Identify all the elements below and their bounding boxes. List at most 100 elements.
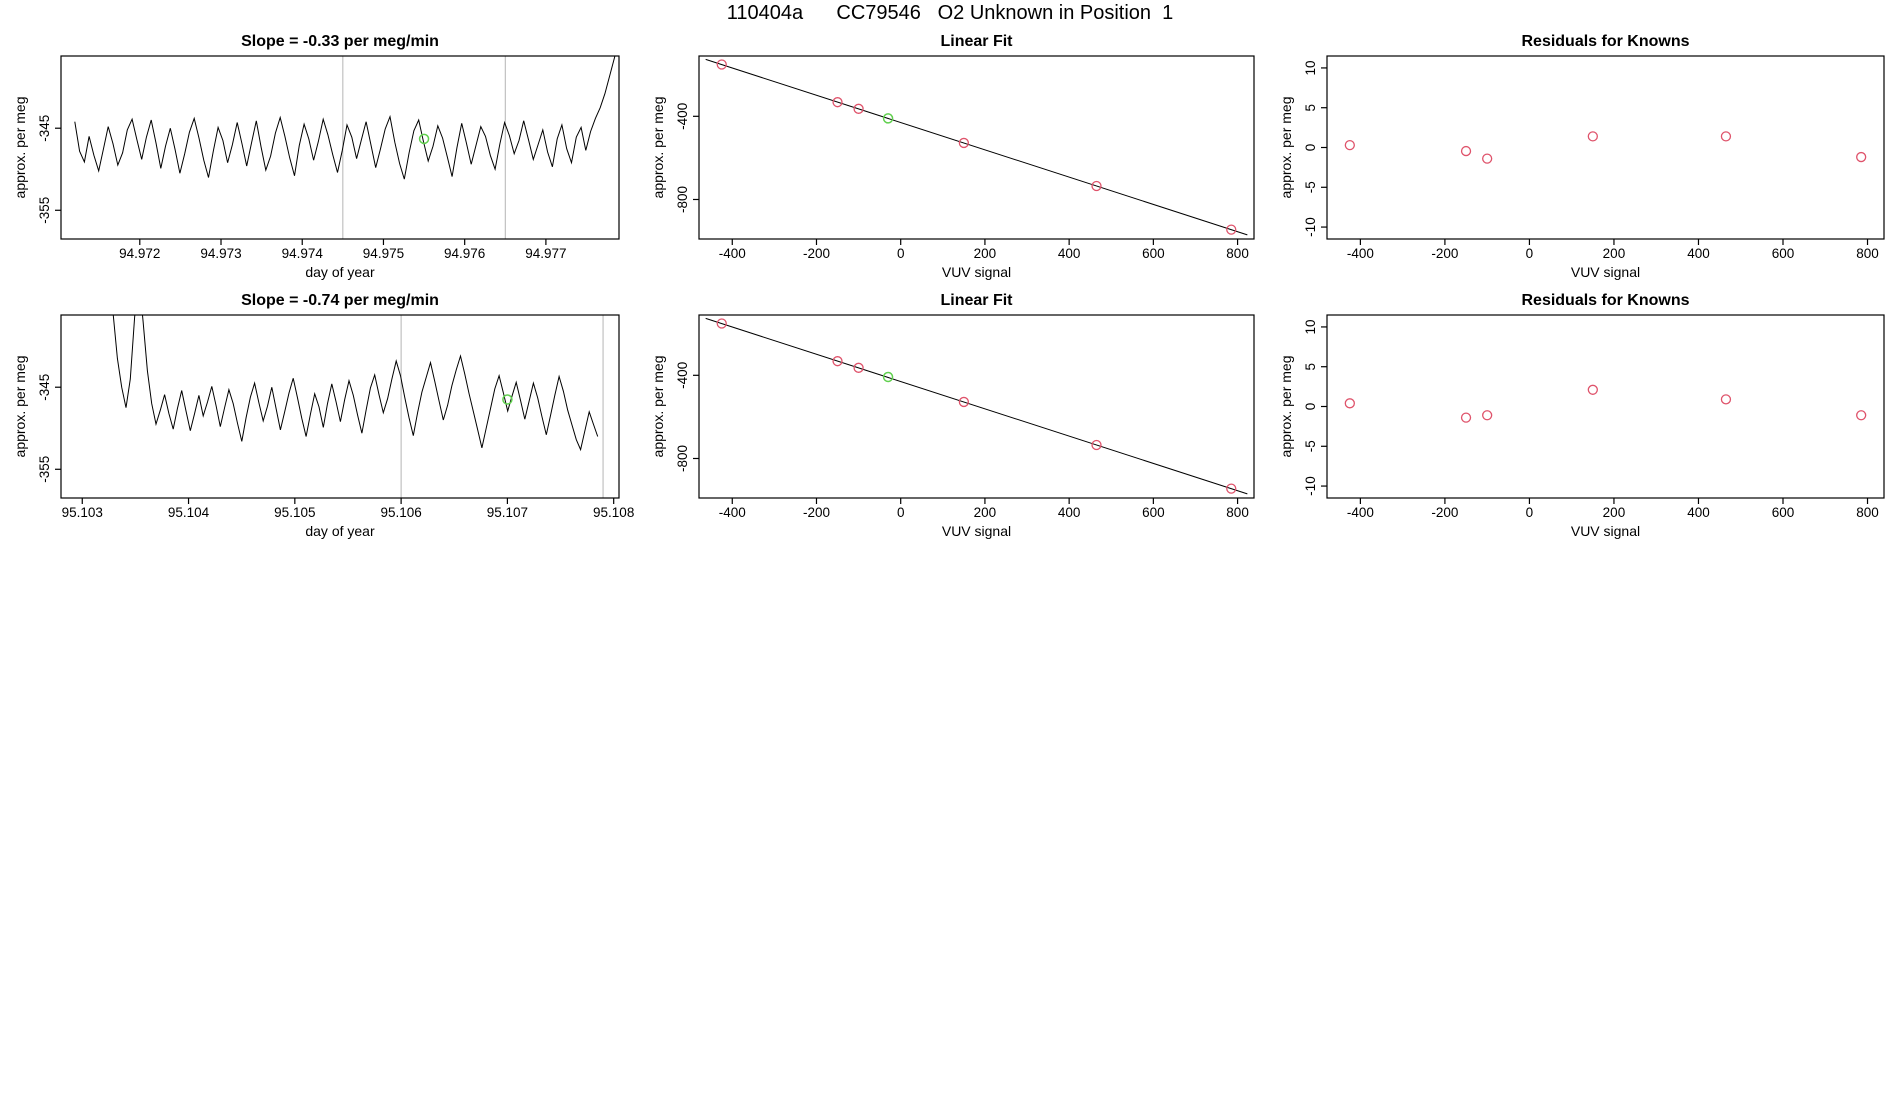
x-axis-label: day of year — [305, 523, 375, 539]
y-axis-label: approx. per meg — [12, 356, 28, 458]
known-point — [716, 59, 727, 70]
known-point — [1720, 394, 1732, 405]
known-point — [958, 396, 970, 408]
y-tick-label: -345 — [37, 374, 52, 401]
x-tick-label: 94.976 — [444, 246, 485, 261]
x-axis-label: VUV signal — [942, 264, 1011, 280]
chart-title: Slope = -0.74 per meg/min — [241, 292, 439, 309]
y-axis-label: approx. per meg — [12, 97, 28, 199]
y-axis-label: approx. per meg — [650, 356, 666, 458]
known-point — [958, 137, 970, 149]
page-title: 110404a CC79546 O2 Unknown in Position 1 — [726, 2, 1174, 24]
plot-box — [1326, 55, 1885, 240]
x-tick-label: 600 — [1772, 246, 1795, 261]
y-tick-label: -800 — [675, 186, 690, 213]
plot-box — [698, 314, 1255, 499]
x-tick-label: 95.104 — [168, 505, 210, 520]
x-tick-label: 200 — [974, 505, 997, 520]
x-tick-label: 800 — [1856, 505, 1879, 520]
plot-box — [60, 314, 620, 499]
known-point — [832, 356, 843, 367]
chart-title: Residuals for Knowns — [1521, 292, 1689, 309]
known-point — [1460, 412, 1472, 423]
y-tick-label: -5 — [1303, 181, 1318, 193]
x-axis-label: VUV signal — [942, 523, 1011, 539]
known-point — [1226, 224, 1237, 235]
x-axis-label: VUV signal — [1571, 523, 1640, 539]
x-tick-label: -200 — [803, 505, 830, 520]
chart-residuals-top: -400 -200 0 200 400 600 800 -10 -5 0 5 10 Residuals … — [1278, 33, 1885, 280]
known-point — [1091, 439, 1102, 451]
x-tick-label: -400 — [1347, 505, 1374, 520]
y-tick-label: -10 — [1303, 217, 1318, 237]
chart-slope-bottom: 95.103 95.104 95.105 95.106 95.107 95.108 -345… — [12, 292, 634, 539]
x-tick-label: 400 — [1687, 246, 1710, 261]
known-point — [1856, 410, 1867, 421]
y-tick-label: -5 — [1303, 440, 1318, 452]
y-axis-label: approx. per meg — [1278, 356, 1294, 458]
unknown-point — [502, 394, 513, 405]
y-tick-label: -355 — [37, 456, 52, 483]
x-tick-label: 94.972 — [119, 246, 160, 261]
unknown-point — [882, 371, 894, 383]
known-point — [1587, 131, 1598, 142]
x-tick-label: 95.103 — [62, 505, 103, 520]
x-tick-label: 94.977 — [525, 246, 566, 261]
chart-residuals-bottom: -400 -200 0 200 400 600 800 -10 -5 0 5 10 Residuals … — [1278, 292, 1885, 539]
x-tick-label: 95.106 — [380, 505, 421, 520]
known-point — [1344, 398, 1355, 409]
known-point — [1344, 139, 1355, 151]
y-axis-label: approx. per meg — [1278, 97, 1294, 199]
y-tick-label: 5 — [1303, 104, 1318, 112]
y-tick-label: 10 — [1303, 60, 1318, 75]
y-tick-label: -400 — [675, 103, 690, 130]
x-tick-label: 0 — [897, 505, 905, 520]
x-tick-label: 600 — [1772, 505, 1795, 520]
unknown-point — [418, 133, 430, 145]
x-tick-label: 400 — [1058, 246, 1081, 261]
chart-slope-top: 94.972 94.973 94.974 94.975 94.976 94.977 -345… — [12, 33, 620, 280]
x-tick-label: 800 — [1856, 246, 1879, 261]
y-tick-label: -800 — [675, 445, 690, 472]
known-point — [1587, 384, 1598, 395]
x-tick-label: 200 — [1603, 505, 1626, 520]
x-tick-label: 95.107 — [487, 505, 528, 520]
x-tick-label: 800 — [1226, 246, 1249, 261]
x-tick-label: 800 — [1226, 505, 1249, 520]
x-axis-label: VUV signal — [1571, 264, 1640, 280]
known-point — [716, 318, 727, 329]
x-tick-label: 95.105 — [274, 505, 315, 520]
x-tick-label: 0 — [1526, 246, 1534, 261]
x-tick-label: 94.975 — [363, 246, 404, 261]
y-tick-label: 5 — [1303, 363, 1318, 371]
chart-title: Linear Fit — [940, 292, 1013, 309]
x-tick-label: 94.973 — [200, 246, 241, 261]
known-point — [1226, 483, 1237, 494]
x-tick-label: 400 — [1058, 505, 1081, 520]
x-tick-label: 95.108 — [593, 505, 634, 520]
y-tick-label: 10 — [1303, 319, 1318, 334]
x-tick-label: 94.974 — [282, 246, 324, 261]
known-point — [1460, 145, 1472, 157]
y-tick-label: -10 — [1303, 476, 1318, 496]
unknown-point — [882, 113, 894, 124]
chart-linear-fit-top: -400 -200 0 200 400 600 800 -800 -400 Linear Fit V… — [650, 33, 1255, 280]
x-tick-label: 600 — [1142, 505, 1165, 520]
x-tick-label: 400 — [1687, 505, 1710, 520]
x-tick-label: 0 — [897, 246, 905, 261]
chart-title: Residuals for Knowns — [1521, 33, 1689, 50]
y-axis-label: approx. per meg — [650, 97, 666, 199]
fit-line — [705, 317, 1248, 495]
chart-title: Linear Fit — [940, 33, 1013, 50]
plot-box — [698, 55, 1255, 240]
y-tick-label: 0 — [1303, 403, 1318, 411]
known-point — [1091, 180, 1102, 192]
known-point — [1482, 410, 1493, 421]
plot-box — [1326, 314, 1885, 499]
y-tick-label: -345 — [37, 115, 52, 142]
x-tick-label: -200 — [1431, 505, 1458, 520]
known-point — [832, 97, 843, 108]
y-tick-label: 0 — [1303, 144, 1318, 152]
known-point — [853, 103, 864, 114]
known-point — [853, 362, 864, 373]
